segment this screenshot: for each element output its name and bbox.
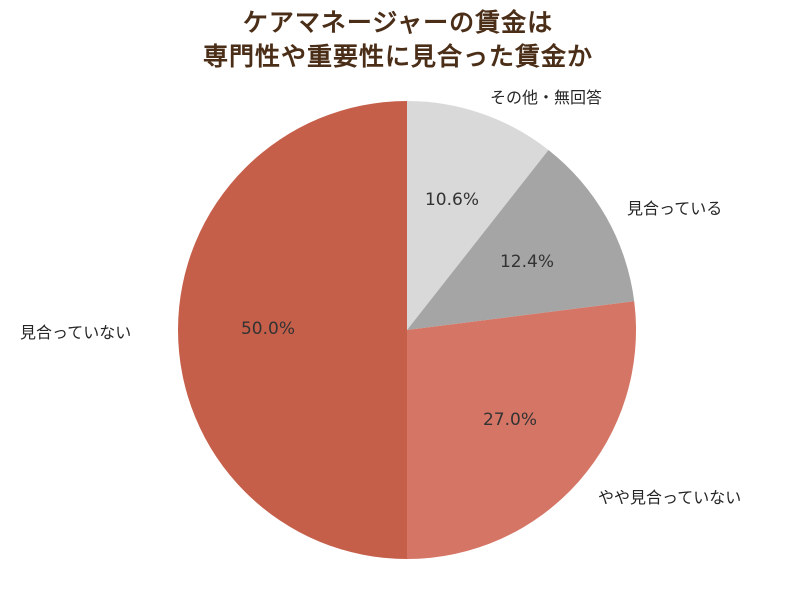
- value-label-matching: 12.4%: [499, 252, 555, 272]
- category-label-not-matching: 見合っていない: [20, 323, 132, 342]
- value-label-other: 10.6%: [424, 190, 480, 210]
- chart-title-line-2: 専門性や重要性に見合った賃金か: [202, 42, 593, 71]
- pie-slice-other: [407, 101, 549, 330]
- pie-slice-matching: [407, 149, 635, 330]
- chart-title-line-1: ケアマネージャーの賃金は: [242, 8, 554, 37]
- value-label-somewhat-not-matching: 27.0%: [482, 410, 538, 430]
- category-label-matching: 見合っている: [627, 199, 723, 218]
- category-label-somewhat-not-matching: やや見合っていない: [598, 488, 742, 507]
- pie-slice-somewhat-not-matching: [407, 301, 636, 559]
- value-label-not-matching: 50.0%: [240, 319, 296, 339]
- pie-slice-not-matching: [178, 101, 407, 559]
- category-label-other: その他・無回答: [490, 88, 603, 107]
- chart-title: ケアマネージャーの賃金は 専門性や重要性に見合った賃金か: [0, 6, 796, 74]
